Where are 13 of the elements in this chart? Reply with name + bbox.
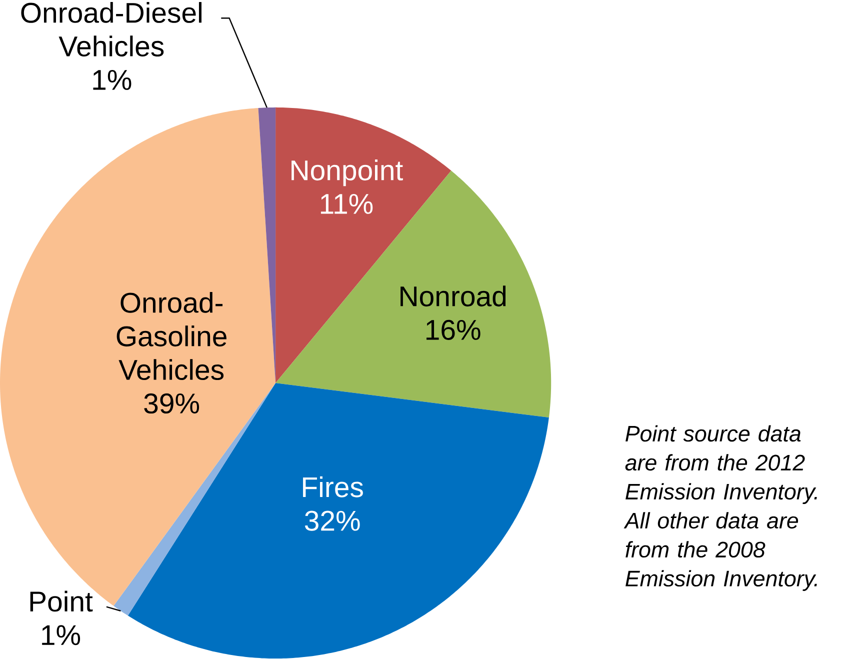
data-label: 1% — [93, 70, 132, 90]
data-label: 39% — [144, 394, 200, 414]
slice-label: Nonpoint — [292, 160, 403, 186]
slice-label: Onroad-Gasoline Vehicles — [116, 292, 226, 380]
data-label: 1% — [42, 625, 80, 646]
text: Point source data are from the 2012 Emission Inventory. All other data are from the 2008 Emission Inventory. — [624, 425, 817, 592]
data-label: 16% — [426, 320, 480, 340]
data-label: 11% — [320, 194, 373, 214]
slice-label: Fires — [303, 476, 363, 498]
data-label: 32% — [304, 510, 360, 532]
slice-label: Nonroad — [400, 286, 506, 307]
slice-label: Onroad-Diesel Vehicles — [21, 2, 202, 57]
slice-label: Point — [30, 591, 93, 612]
